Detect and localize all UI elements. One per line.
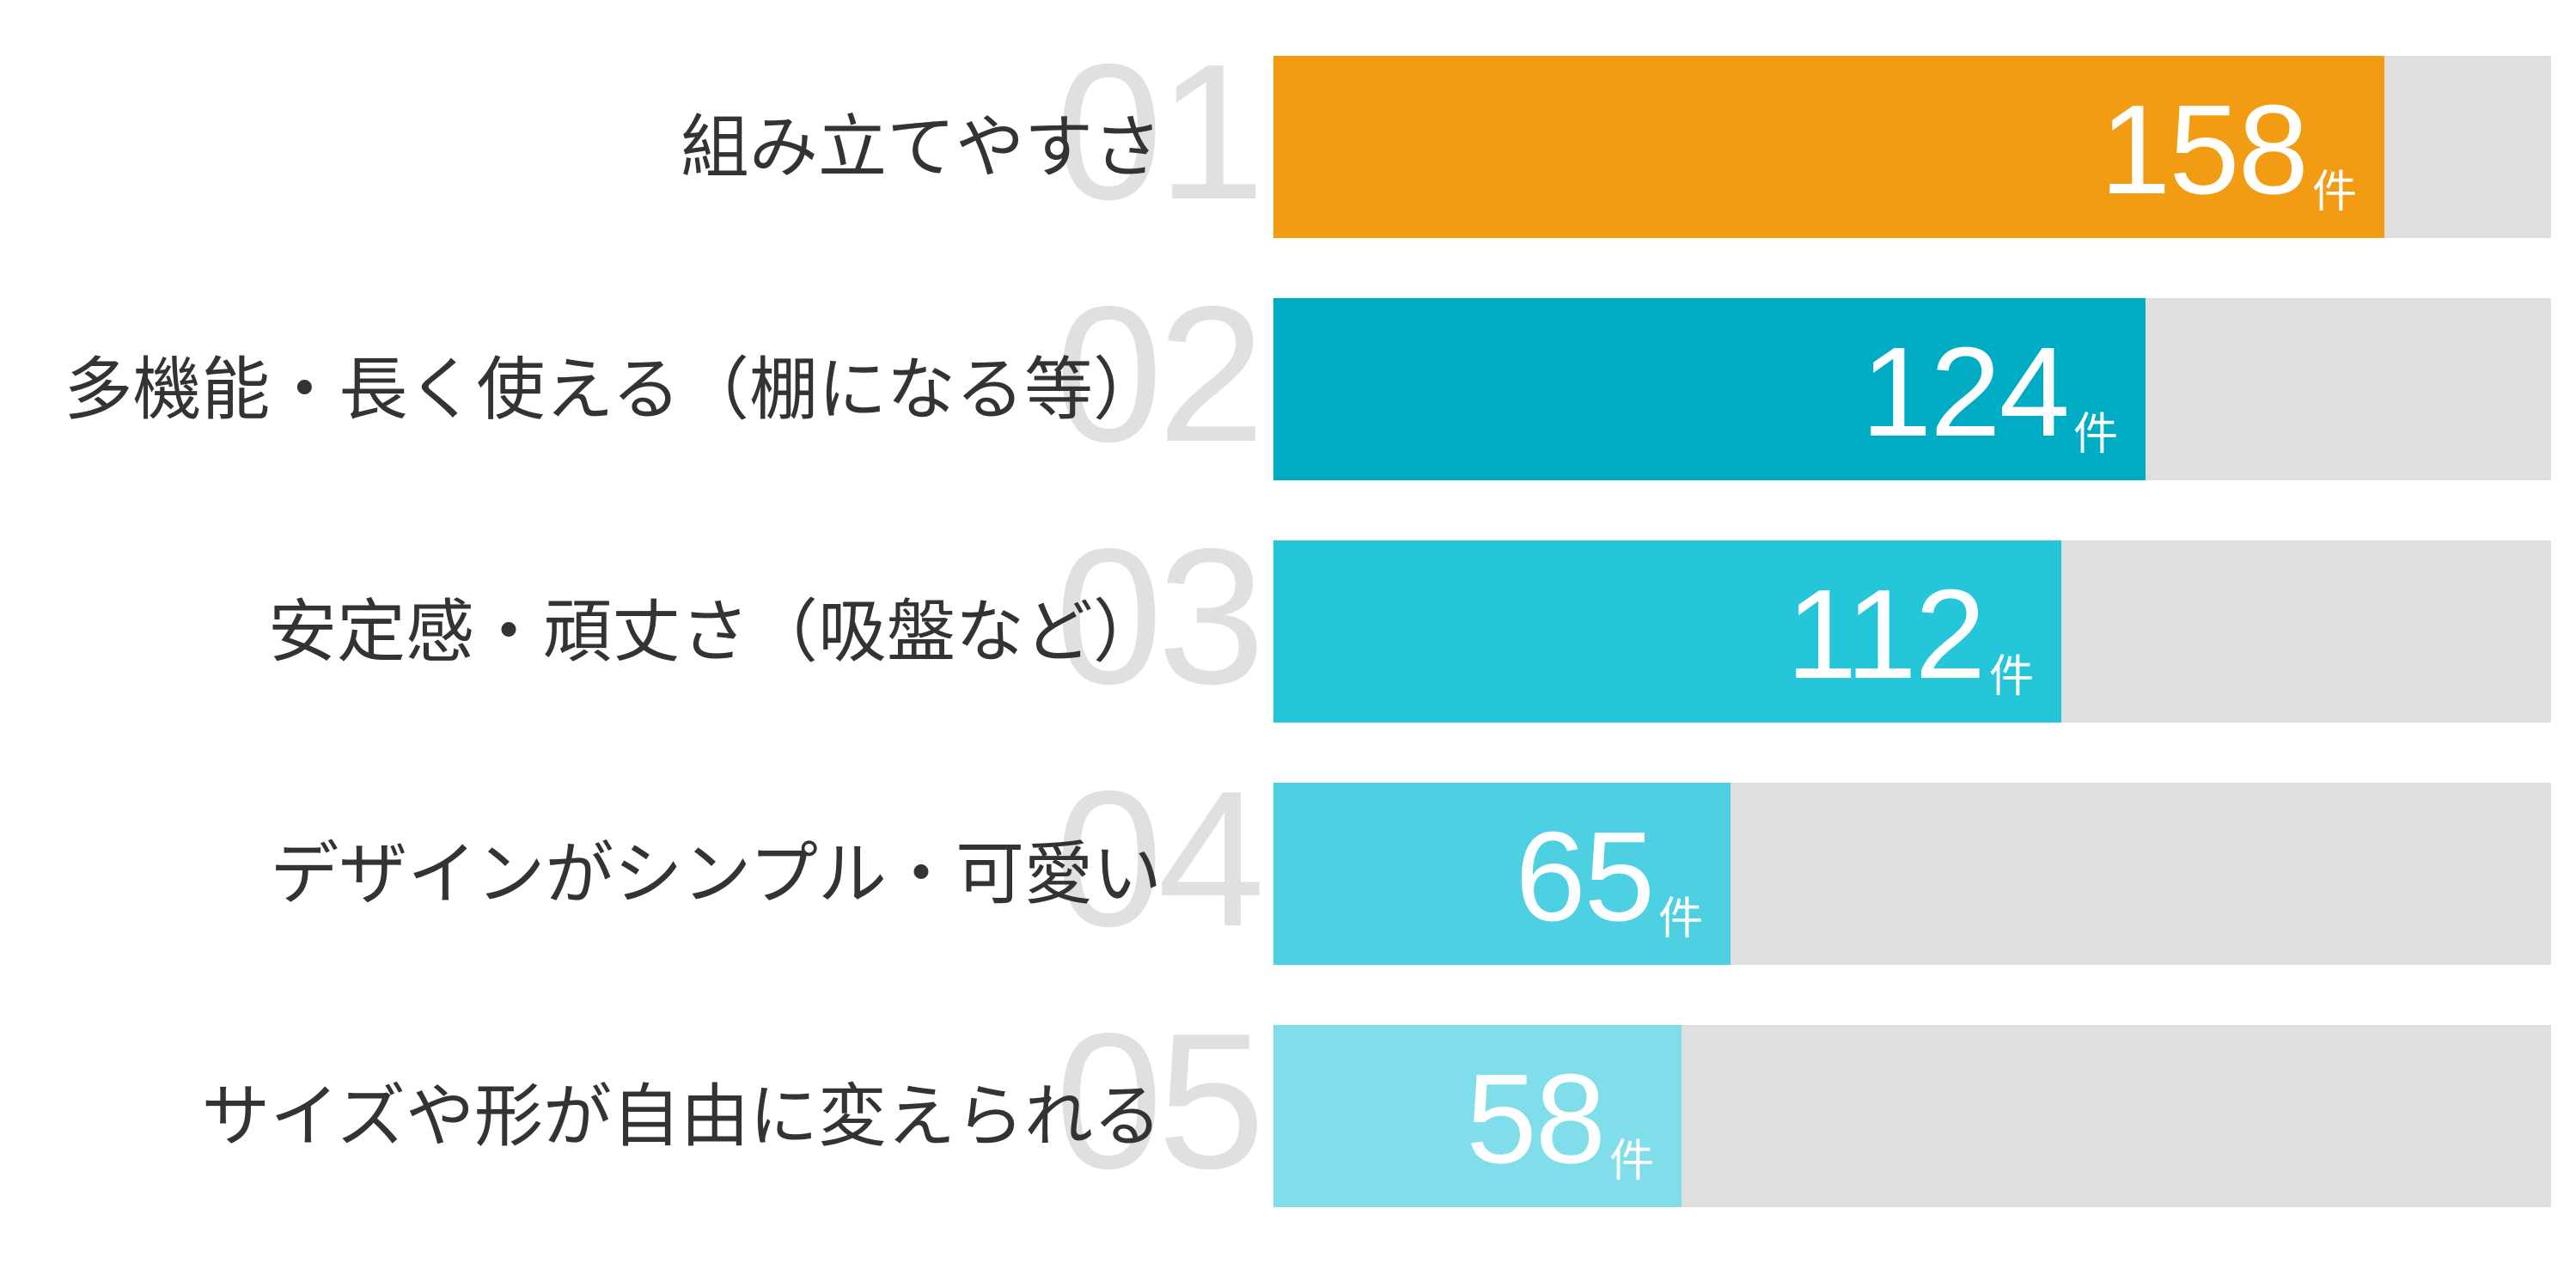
rank-number: 03: [1055, 508, 1265, 724]
bar-fill: 158 件: [1273, 56, 2384, 238]
bar-track: 65 件: [1273, 783, 2551, 965]
category-label-text: デザインがシンプル・可愛い: [270, 834, 1162, 914]
category-label: 組み立てやすさ: [0, 56, 1162, 238]
chart-row: 05 サイズや形が自由に変えられる 58 件: [0, 1004, 2576, 1207]
bar-track: 112 件: [1273, 540, 2551, 723]
value-number: 58: [1466, 1048, 1606, 1190]
rank-number: 01: [1055, 23, 1265, 240]
value-unit: 件: [1608, 1136, 1654, 1187]
rank-number: 02: [1055, 265, 1265, 482]
value-unit: 件: [2072, 409, 2118, 461]
category-label-text: 組み立てやすさ: [681, 107, 1162, 187]
rank-number: 04: [1055, 750, 1265, 967]
rank-number: 05: [1055, 992, 1265, 1209]
chart-row: 04 デザインがシンプル・可愛い 65 件: [0, 762, 2576, 965]
bar-track: 158 件: [1273, 56, 2551, 238]
category-label-text: 安定感・頑丈さ（吸盤など）: [268, 592, 1162, 672]
value-label: 58 件: [1466, 1056, 1654, 1188]
value-label: 124 件: [1861, 329, 2118, 461]
category-label: 多機能・長く使える（棚になる等）: [0, 298, 1162, 480]
bar-fill: 112 件: [1273, 540, 2061, 723]
value-unit: 件: [2311, 167, 2357, 218]
category-label: デザインがシンプル・可愛い: [0, 783, 1162, 965]
value-number: 112: [1786, 564, 1986, 705]
category-label: サイズや形が自由に変えられる: [0, 1025, 1162, 1207]
bar-fill: 58 件: [1273, 1025, 1682, 1207]
value-label: 65 件: [1515, 814, 1703, 946]
bar-track: 58 件: [1273, 1025, 2551, 1207]
category-label-text: サイズや形が自由に変えられる: [201, 1077, 1162, 1156]
value-label: 112 件: [1786, 571, 2034, 704]
bar-fill: 124 件: [1273, 298, 2146, 480]
bar-fill: 65 件: [1273, 783, 1731, 965]
category-label: 安定感・頑丈さ（吸盤など）: [0, 540, 1162, 723]
value-number: 124: [1861, 321, 2070, 463]
chart-row: 03 安定感・頑丈さ（吸盤など） 112 件: [0, 520, 2576, 723]
value-number: 65: [1515, 806, 1655, 948]
category-label-text: 多機能・長く使える（棚になる等）: [64, 350, 1162, 430]
chart-row: 01 組み立てやすさ 158 件: [0, 35, 2576, 238]
chart-row: 02 多機能・長く使える（棚になる等） 124 件: [0, 278, 2576, 480]
bar-track: 124 件: [1273, 298, 2551, 480]
value-number: 158: [2100, 79, 2309, 221]
value-unit: 件: [1988, 651, 2034, 703]
value-label: 158 件: [2100, 87, 2357, 219]
value-unit: 件: [1657, 894, 1703, 945]
